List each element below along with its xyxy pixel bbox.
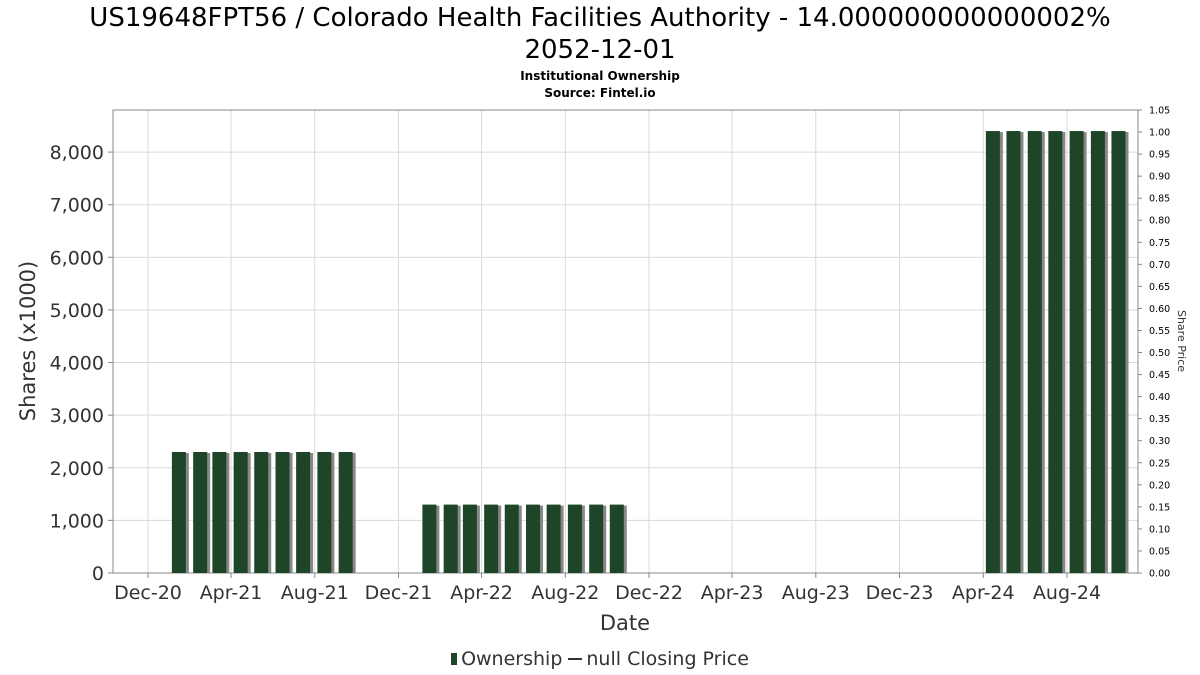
- ownership-bar: [504, 504, 519, 573]
- ownership-bar: [338, 451, 353, 573]
- y2-tick-label: 0.30: [1149, 436, 1170, 447]
- chart-title-line1: US19648FPT56 / Colorado Health Facilitie…: [89, 3, 1111, 33]
- ownership-bar: [443, 504, 458, 573]
- ownership-bar: [193, 451, 208, 573]
- x-tick-label: Aug-23: [782, 582, 850, 604]
- x-tick-label: Dec-23: [866, 582, 934, 604]
- chart-legend: Ownership null Closing Price: [0, 648, 1200, 670]
- y2-tick-label: 0.95: [1149, 150, 1170, 161]
- y2-tick-label: 0.15: [1149, 502, 1170, 513]
- legend-price-label: null Closing Price: [586, 648, 749, 670]
- ownership-bar: [171, 451, 186, 573]
- x-tick-label: Dec-22: [615, 582, 683, 604]
- y2-tick-label: 0.55: [1149, 326, 1170, 337]
- ownership-bar: [296, 451, 311, 573]
- legend-ownership-swatch: [451, 653, 458, 665]
- y2-tick-label: 0.60: [1149, 304, 1170, 315]
- ownership-bar: [526, 504, 541, 573]
- ownership-bar: [462, 504, 477, 573]
- x-tick-label: Apr-21: [200, 582, 263, 604]
- ownership-bar: [212, 451, 227, 573]
- ownership-bar: [1006, 131, 1021, 573]
- y-tick-label: 2,000: [50, 458, 104, 480]
- ownership-bar: [484, 504, 499, 573]
- y-tick-label: 8,000: [50, 142, 104, 164]
- y2-tick-label: 0.10: [1149, 524, 1170, 535]
- y-tick-label: 0: [92, 563, 104, 585]
- x-tick-label: Apr-24: [952, 582, 1015, 604]
- ownership-bar: [1027, 131, 1042, 573]
- ownership-bar: [1069, 131, 1084, 573]
- x-tick-label: Dec-20: [114, 582, 182, 604]
- x-tick-label: Dec-21: [365, 582, 433, 604]
- y2-tick-label: 0.80: [1149, 216, 1170, 227]
- y-tick-label: 3,000: [50, 405, 104, 427]
- y-tick-label: 4,000: [50, 353, 104, 375]
- y2-tick-label: 0.20: [1149, 480, 1170, 491]
- ownership-bar: [589, 504, 604, 573]
- x-tick-label: Apr-22: [450, 582, 513, 604]
- y2-tick-label: 0.05: [1149, 546, 1170, 557]
- ownership-bar: [1090, 131, 1105, 573]
- y2-tick-label: 1.00: [1149, 128, 1170, 139]
- y-tick-label: 6,000: [50, 247, 104, 269]
- y2-tick-label: 0.00: [1149, 569, 1170, 580]
- y2-tick-label: 0.85: [1149, 194, 1170, 205]
- ownership-bar: [567, 504, 582, 573]
- ownership-bar: [422, 504, 437, 573]
- chart-subtitle: Institutional Ownership: [520, 69, 680, 83]
- ownership-bar: [275, 451, 290, 573]
- ownership-bar: [985, 131, 1000, 573]
- legend-price-line: [568, 658, 583, 660]
- y2-axis-label: Share Price: [1175, 310, 1188, 372]
- y-tick-label: 1,000: [50, 510, 104, 532]
- ownership-bar: [233, 451, 248, 573]
- y2-tick-label: 0.50: [1149, 348, 1170, 359]
- y2-tick-label: 0.35: [1149, 414, 1170, 425]
- y2-tick-label: 0.45: [1149, 370, 1170, 381]
- y2-tick-label: 0.25: [1149, 458, 1170, 469]
- axes-layer: Dec-20 Apr-21 Aug-21 Dec-21 Apr-22 Aug-22 Dec-…: [50, 106, 1171, 605]
- x-tick-label: Aug-24: [1033, 582, 1101, 604]
- ownership-bar: [317, 451, 332, 573]
- ownership-bar: [254, 451, 269, 573]
- x-tick-label: Apr-23: [701, 582, 764, 604]
- y2-tick-label: 0.90: [1149, 172, 1170, 183]
- y2-tick-label: 1.05: [1149, 106, 1170, 117]
- bars-layer: [171, 131, 1129, 573]
- y-tick-label: 5,000: [50, 300, 104, 322]
- x-tick-label: Aug-21: [281, 582, 349, 604]
- y-tick-label: 7,000: [50, 195, 104, 217]
- ownership-bar: [546, 504, 561, 573]
- ownership-bar: [609, 504, 624, 573]
- y-axis-label: Shares (x1000): [16, 261, 40, 421]
- legend-ownership-label: Ownership: [461, 648, 563, 670]
- y2-tick-label: 0.70: [1149, 260, 1170, 271]
- y2-tick-label: 0.75: [1149, 238, 1170, 249]
- x-axis-label: Date: [600, 611, 650, 635]
- y2-tick-label: 0.40: [1149, 392, 1170, 403]
- chart-source: Source: Fintel.io: [544, 86, 656, 100]
- chart-title-line2: 2052-12-01: [524, 35, 676, 65]
- ownership-bar: [1048, 131, 1063, 573]
- y2-tick-label: 0.65: [1149, 282, 1170, 293]
- x-tick-label: Aug-22: [531, 582, 599, 604]
- ownership-bar: [1111, 131, 1126, 573]
